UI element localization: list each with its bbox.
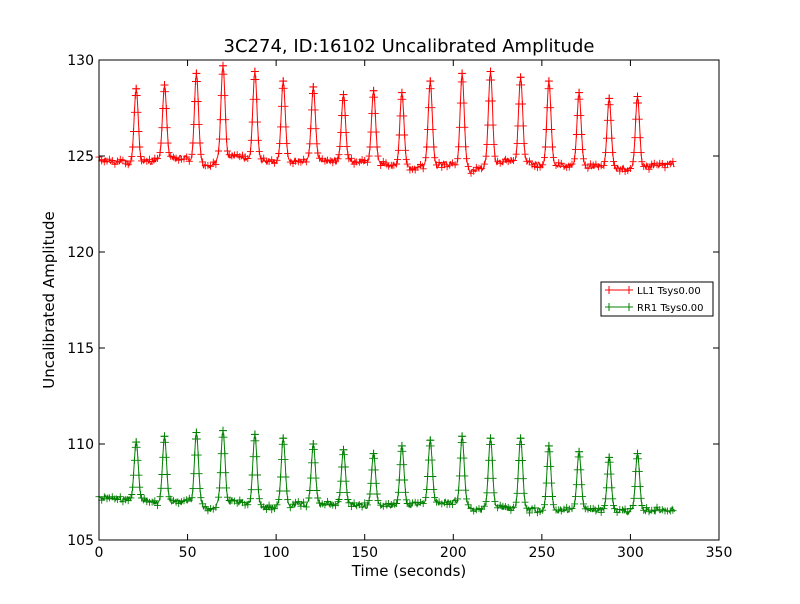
y-tick-label: 110 [67,437,94,453]
peak-point [426,436,435,445]
peak-point [192,69,201,78]
x-tick-label: 250 [528,545,555,561]
peak-point [633,449,642,458]
series-0 [95,61,677,177]
peak-point [192,428,201,437]
x-tick-label: 0 [95,545,104,561]
peak-point [486,434,495,443]
x-tick-label: 150 [351,545,378,561]
legend-entry-rr1: RR1 Tsys0.00 [605,303,704,314]
y-tick-label: 125 [67,149,94,165]
legend-marker-rr1 [605,303,633,311]
peak-point [516,434,525,443]
peak-point [575,447,584,456]
peak-point [132,84,141,93]
peak-point [605,453,614,462]
peak-point [160,432,169,441]
peak-point [309,82,318,91]
y-axis-label: Uncalibrated Amplitude [40,211,58,388]
peak-point [458,432,467,441]
peak-point [369,86,378,95]
x-tick-label: 350 [706,545,733,561]
peak-point [575,88,584,97]
peak-point [132,438,141,447]
peak-point [633,92,642,101]
peak-point [160,81,169,89]
y-tick-label: 120 [67,245,94,261]
peak-point [219,426,227,435]
y-tick-label: 105 [67,533,94,549]
peak-point [339,445,348,454]
axes-frame [98,59,720,541]
peak-point [279,77,288,86]
peak-point [426,77,435,86]
peak-point [219,61,227,70]
series-1 [95,426,677,517]
peak-point [250,67,259,76]
legend-entry-ll1: LL1 Tsys0.00 [605,286,701,297]
peak-point [397,88,406,97]
plot-layer [95,61,677,517]
legend-label-rr1: RR1 Tsys0.00 [637,303,704,314]
peak-point [250,430,259,439]
legend-label-ll1: LL1 Tsys0.00 [637,286,701,297]
legend-box [600,281,714,317]
legend-marker-ll1 [605,286,633,294]
chart-title: 3C274, ID:16102 Uncalibrated Amplitude [224,36,595,57]
peak-point [339,90,348,99]
x-tick-label: 200 [440,545,467,561]
x-axis-label: Time (seconds) [351,562,467,580]
y-tick-label: 115 [67,341,94,357]
peak-point [369,449,378,458]
legend: LL1 Tsys0.00 RR1 Tsys0.00 [600,281,714,317]
x-tick-label: 100 [263,545,290,561]
peak-point [544,441,553,450]
peak-point [605,94,614,103]
peak-point [516,73,525,82]
peak-point [544,77,553,86]
x-tick-label: 300 [617,545,644,561]
peak-point [397,441,406,450]
y-tick-label: 130 [67,53,94,69]
peak-point [309,440,318,448]
peak-point [486,67,495,76]
peak-point [279,434,288,443]
x-tick-label: 50 [179,545,197,561]
ticks-layer: 0 50 100 150 200 250 300 350 105 110 115 120 125 130 [67,53,732,561]
peak-point [458,69,467,78]
